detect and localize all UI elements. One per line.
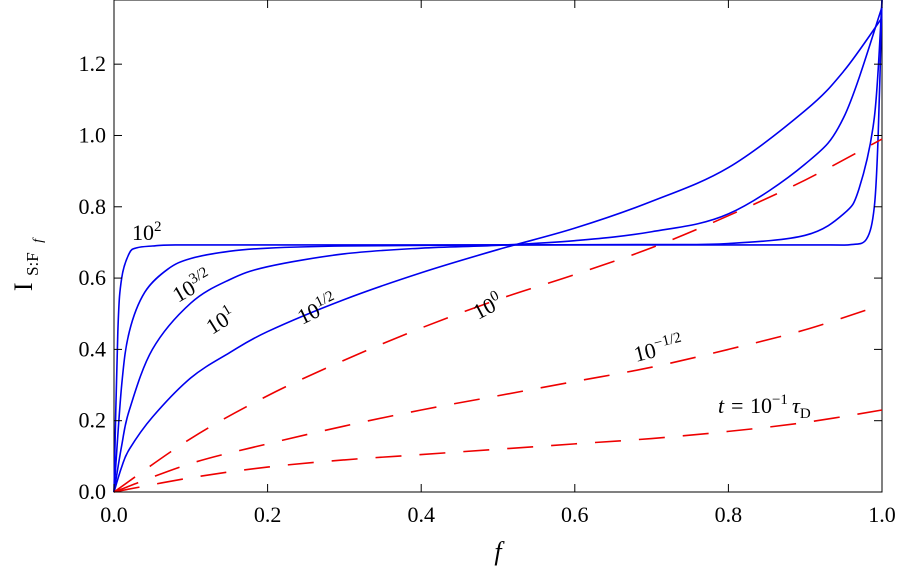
curve-label-base: 10 [750, 393, 772, 418]
x-tick-label: 1.0 [868, 502, 896, 527]
x-tick-label: 0.0 [100, 502, 128, 527]
tick-layer: 0.0 0.2 0.4 0.6 0.8 1.0 0.0 0.2 0.4 0.6 0.8 1.0 1.2 [79, 0, 896, 527]
y-axis-title-sub: S:F [23, 252, 42, 276]
solid-series-line-2 [113, 6, 883, 493]
y-tick-label: 1.0 [79, 122, 107, 147]
x-tick-label: 0.4 [407, 502, 435, 527]
curve-label-exponent: −1 [772, 392, 788, 408]
dashed-series-line-5 [113, 304, 883, 493]
y-axis-title: I S:F f [9, 237, 46, 291]
x-tick-label: 0.8 [715, 502, 743, 527]
curve-label-4: 100 [468, 288, 506, 325]
curve-label-exponent: −1/2 [652, 330, 683, 352]
curve-label-0: 102 [132, 219, 162, 245]
curve-label-suffix-sub: D [800, 406, 811, 422]
x-tick-label: 0.6 [561, 502, 589, 527]
y-axis-title-subsub: f [31, 237, 46, 243]
curve-label-5: 10−1/2 [631, 330, 685, 367]
curve-label-6: t = 10−1 τD [718, 392, 811, 422]
y-tick-label: 0.8 [79, 194, 107, 219]
curve-label-prefix: t = [718, 393, 750, 418]
x-axis-title: f [494, 537, 505, 566]
curve-label-1: 103/2 [168, 264, 217, 307]
solid-series-line-1 [113, 0, 883, 493]
curve-label-exponent: 2 [154, 219, 162, 235]
curve-label-3: 101/2 [293, 288, 341, 329]
y-tick-label: 1.2 [79, 51, 107, 76]
solid-series-line-3 [113, 17, 883, 493]
curve-label-2: 101 [201, 302, 240, 340]
y-axis-title-main: I [9, 282, 38, 291]
series-layer [113, 0, 883, 493]
y-tick-label: 0.4 [79, 336, 107, 361]
x-tick-label: 0.2 [254, 502, 282, 527]
curve-label-base: 10 [132, 220, 154, 245]
curve-label-exponent: 1/2 [313, 288, 337, 311]
y-tick-label: 0.2 [79, 408, 107, 433]
curve-label-suffix: τ [792, 393, 801, 418]
plot-frame [113, 0, 883, 493]
y-tick-label: 0.0 [79, 479, 107, 504]
dashed-series-line-4 [113, 138, 883, 493]
dashed-series-line-6 [113, 409, 883, 493]
y-tick-label: 0.6 [79, 265, 107, 290]
